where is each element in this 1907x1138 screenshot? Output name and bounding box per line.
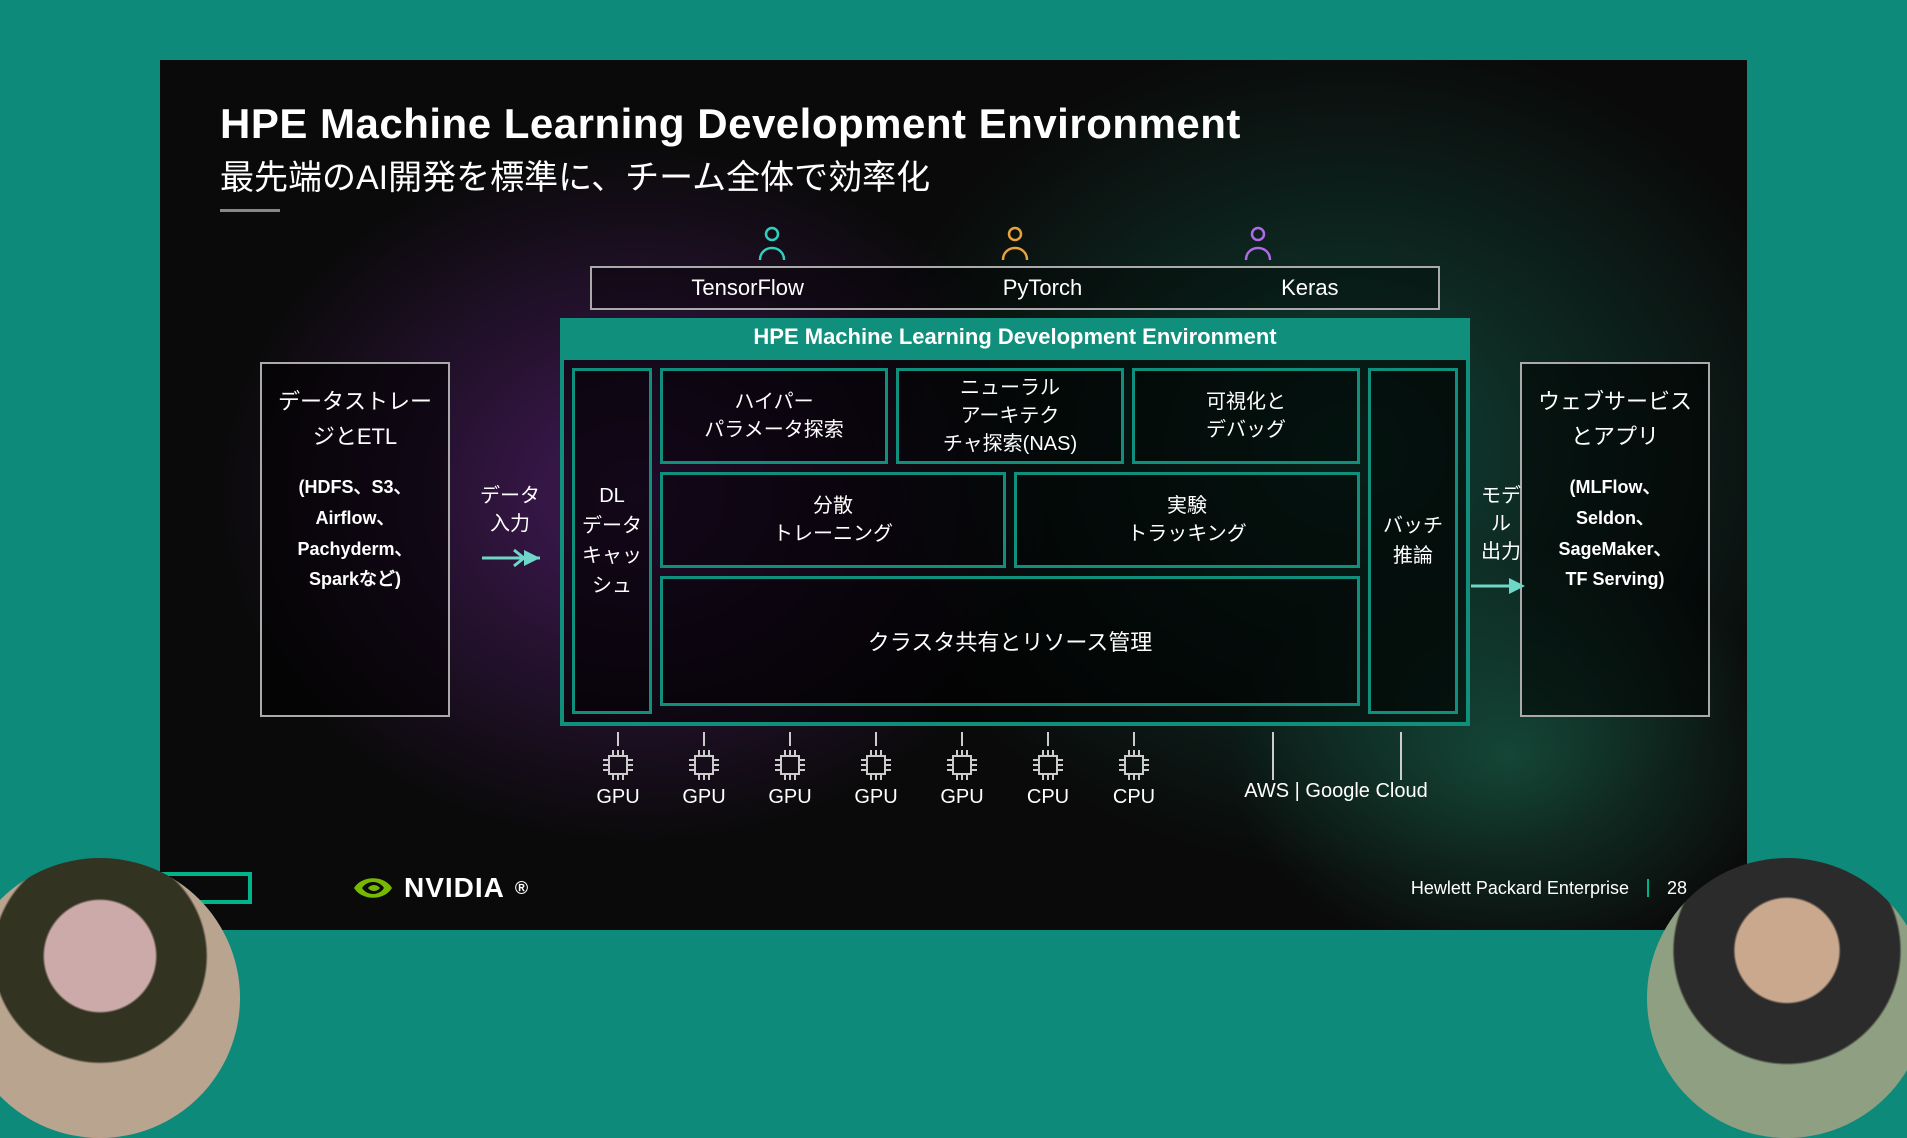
chip-label: GPU — [747, 786, 833, 809]
arrow-icon — [480, 544, 540, 572]
nvidia-eye-icon — [352, 873, 394, 903]
side-title: ウェブサービス とアプリ — [1530, 384, 1700, 454]
chip-icon — [945, 748, 979, 782]
arrow-model-output: モデル 出力 — [1472, 482, 1530, 600]
chip-icon — [687, 748, 721, 782]
chip-label: GPU — [919, 786, 1005, 809]
chip-icon — [773, 748, 807, 782]
cell-exp-tracking: 実験 トラッキング — [1014, 472, 1360, 568]
chip-gpu: GPU — [575, 732, 661, 809]
arrow-label: モデル 出力 — [1472, 482, 1530, 566]
chip-gpu: GPU — [919, 732, 1005, 809]
framework-label: TensorFlow — [691, 275, 803, 301]
chip-icon — [859, 748, 893, 782]
mlde-header-bar: HPE Machine Learning Development Environ… — [560, 318, 1470, 356]
frameworks-bar: TensorFlow PyTorch Keras — [590, 266, 1440, 310]
cell-label: バッチ 推論 — [1383, 511, 1443, 571]
cell-hyperparam: ハイパー パラメータ探索 — [660, 368, 888, 464]
side-subtitle: (HDFS、S3、 Airflow、 Pachyderm、 Sparkなど) — [270, 472, 440, 594]
mlde-body: DL データ キャッ シュ ハイパー パラメータ探索 ニューラル アーキテク チ… — [560, 356, 1470, 726]
architecture-diagram: TensorFlow PyTorch Keras HPE Machine Lea… — [220, 232, 1687, 852]
cell-nas: ニューラル アーキテク チャ探索(NAS) — [896, 368, 1124, 464]
framework-label: Keras — [1281, 275, 1338, 301]
arrow-data-input: データ 入力 — [460, 482, 560, 572]
slide-footer: NVIDIA ® Hewlett Packard Enterprise 28 — [160, 872, 1747, 904]
cell-label: 分散 トレーニング — [773, 492, 893, 548]
chip-cpu: CPU — [1091, 732, 1177, 809]
cell-label: 実験 トラッキング — [1127, 492, 1246, 548]
chip-icon — [1031, 748, 1065, 782]
footer-right: Hewlett Packard Enterprise 28 — [1411, 878, 1687, 899]
chip-label: CPU — [1005, 786, 1091, 809]
nvidia-text: NVIDIA — [404, 872, 505, 904]
cell-dist-training: 分散 トレーニング — [660, 472, 1006, 568]
chip-label: GPU — [575, 786, 661, 809]
chip-gpu: GPU — [661, 732, 747, 809]
cell-cluster-mgmt: クラスタ共有とリソース管理 — [660, 576, 1360, 706]
cell-batch-inference: バッチ 推論 — [1368, 368, 1458, 714]
cell-label: ハイパー パラメータ探索 — [704, 388, 843, 444]
chip-gpu: GPU — [747, 732, 833, 809]
chip-icon — [601, 748, 635, 782]
chip-icon — [1117, 748, 1151, 782]
user-icons-row — [650, 226, 1380, 262]
box-web-services-apps: ウェブサービス とアプリ (MLFlow、 Seldon、 SageMaker、… — [1520, 362, 1710, 717]
chip-cpu: CPU — [1005, 732, 1091, 809]
chip-label: GPU — [661, 786, 747, 809]
title-block: HPE Machine Learning Development Environ… — [220, 100, 1687, 212]
side-title: データストレー ジとETL — [270, 384, 440, 454]
chip-gpu: GPU — [833, 732, 919, 809]
arrow-label: データ 入力 — [480, 482, 540, 538]
cell-label: DL データ キャッ シュ — [582, 481, 642, 601]
cloud-label: AWS | Google Cloud — [1177, 780, 1495, 803]
cell-label: ニューラル アーキテク チャ探索(NAS) — [943, 374, 1077, 458]
trademark-symbol: ® — [515, 878, 529, 899]
cell-dl-cache: DL データ キャッ シュ — [572, 368, 652, 714]
title-underline — [220, 209, 280, 212]
compute-row: GPU GPU GPU GPU GPU — [575, 732, 1495, 809]
title-english: HPE Machine Learning Development Environ… — [220, 100, 1687, 148]
company-name: Hewlett Packard Enterprise — [1411, 878, 1629, 899]
box-data-storage-etl: データストレー ジとETL (HDFS、S3、 Airflow、 Pachyde… — [260, 362, 450, 717]
webcam-presenter-right — [1647, 858, 1907, 1138]
cell-vis-debug: 可視化と デバッグ — [1132, 368, 1360, 464]
cell-label: クラスタ共有とリソース管理 — [868, 625, 1152, 657]
chip-label: GPU — [833, 786, 919, 809]
footer-divider — [1647, 879, 1649, 897]
arrow-icon — [1471, 572, 1531, 600]
chip-label: CPU — [1091, 786, 1177, 809]
cell-label: 可視化と デバッグ — [1206, 388, 1286, 444]
cloud-providers: AWS | Google Cloud — [1177, 732, 1495, 803]
nvidia-logo: NVIDIA ® — [352, 872, 529, 904]
side-subtitle: (MLFlow、 Seldon、 SageMaker、 TF Serving) — [1530, 472, 1700, 594]
page-number: 28 — [1667, 878, 1687, 899]
person-icon — [1242, 226, 1274, 262]
slide: HPE Machine Learning Development Environ… — [160, 60, 1747, 930]
title-japanese: 最先端のAI開発を標準に、チーム全体で効率化 — [220, 150, 1687, 199]
person-icon — [999, 226, 1031, 262]
framework-label: PyTorch — [1003, 275, 1082, 301]
person-icon — [756, 226, 788, 262]
